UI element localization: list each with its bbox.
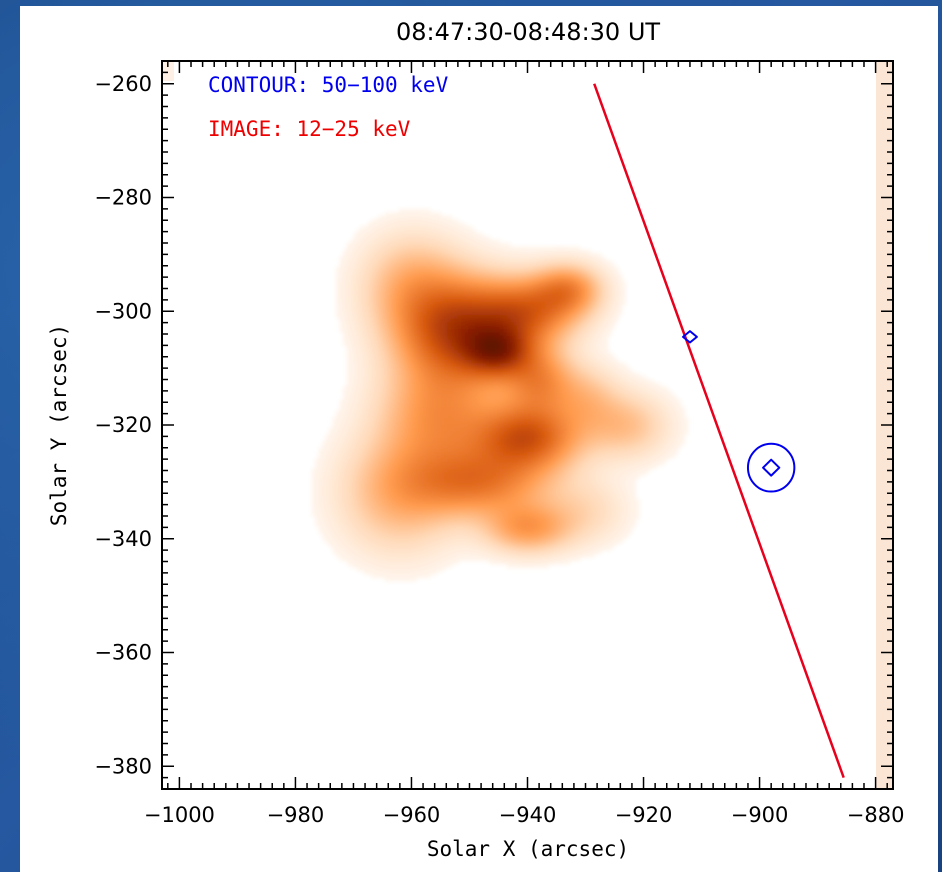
y-tick-label: −260: [94, 72, 152, 96]
axis-ticks: [162, 60, 893, 790]
y-tick-label: −320: [94, 413, 152, 437]
y-tick-label: −360: [94, 641, 152, 665]
solar-limb-line: [593, 83, 845, 779]
x-tick-label: −920: [615, 803, 673, 827]
slide-panel: 08:47:30-08:48:30 UT −1000 −980 −960 −940 −9…: [20, 6, 938, 872]
y-tick-label: −340: [94, 527, 152, 551]
hxr-contour-3: [746, 442, 796, 493]
y-axis-title: Solar Y (arcsec): [47, 324, 71, 526]
y-tick-label: −300: [94, 299, 152, 323]
legend-image: IMAGE: 12−25 keV: [208, 117, 411, 141]
x-tick-label: −940: [499, 803, 557, 827]
x-tick-label: −1000: [144, 803, 215, 827]
hxr-image-chart: 08:47:30-08:48:30 UT −1000 −980 −960 −940 −9…: [47, 18, 904, 861]
x-tick-label: −880: [847, 803, 905, 827]
x-tick-label: −960: [383, 803, 441, 827]
corner-artifact: [162, 61, 174, 81]
x-tick-label: −980: [267, 803, 325, 827]
hxr-contour-1: [681, 330, 698, 344]
tick-labels: −1000 −980 −960 −940 −920 −900 −880 −260 −280 −30…: [94, 72, 904, 827]
x-tick-label: −900: [731, 803, 789, 827]
chart-title: 08:47:30-08:48:30 UT: [396, 18, 660, 46]
hxr-contour-2: [762, 458, 781, 477]
heatmap-image: [311, 208, 689, 582]
y-tick-label: −280: [94, 186, 152, 210]
legend-contour: CONTOUR: 50−100 keV: [208, 73, 449, 97]
y-tick-label: −380: [94, 754, 152, 778]
x-axis-title: Solar X (arcsec): [427, 837, 629, 861]
